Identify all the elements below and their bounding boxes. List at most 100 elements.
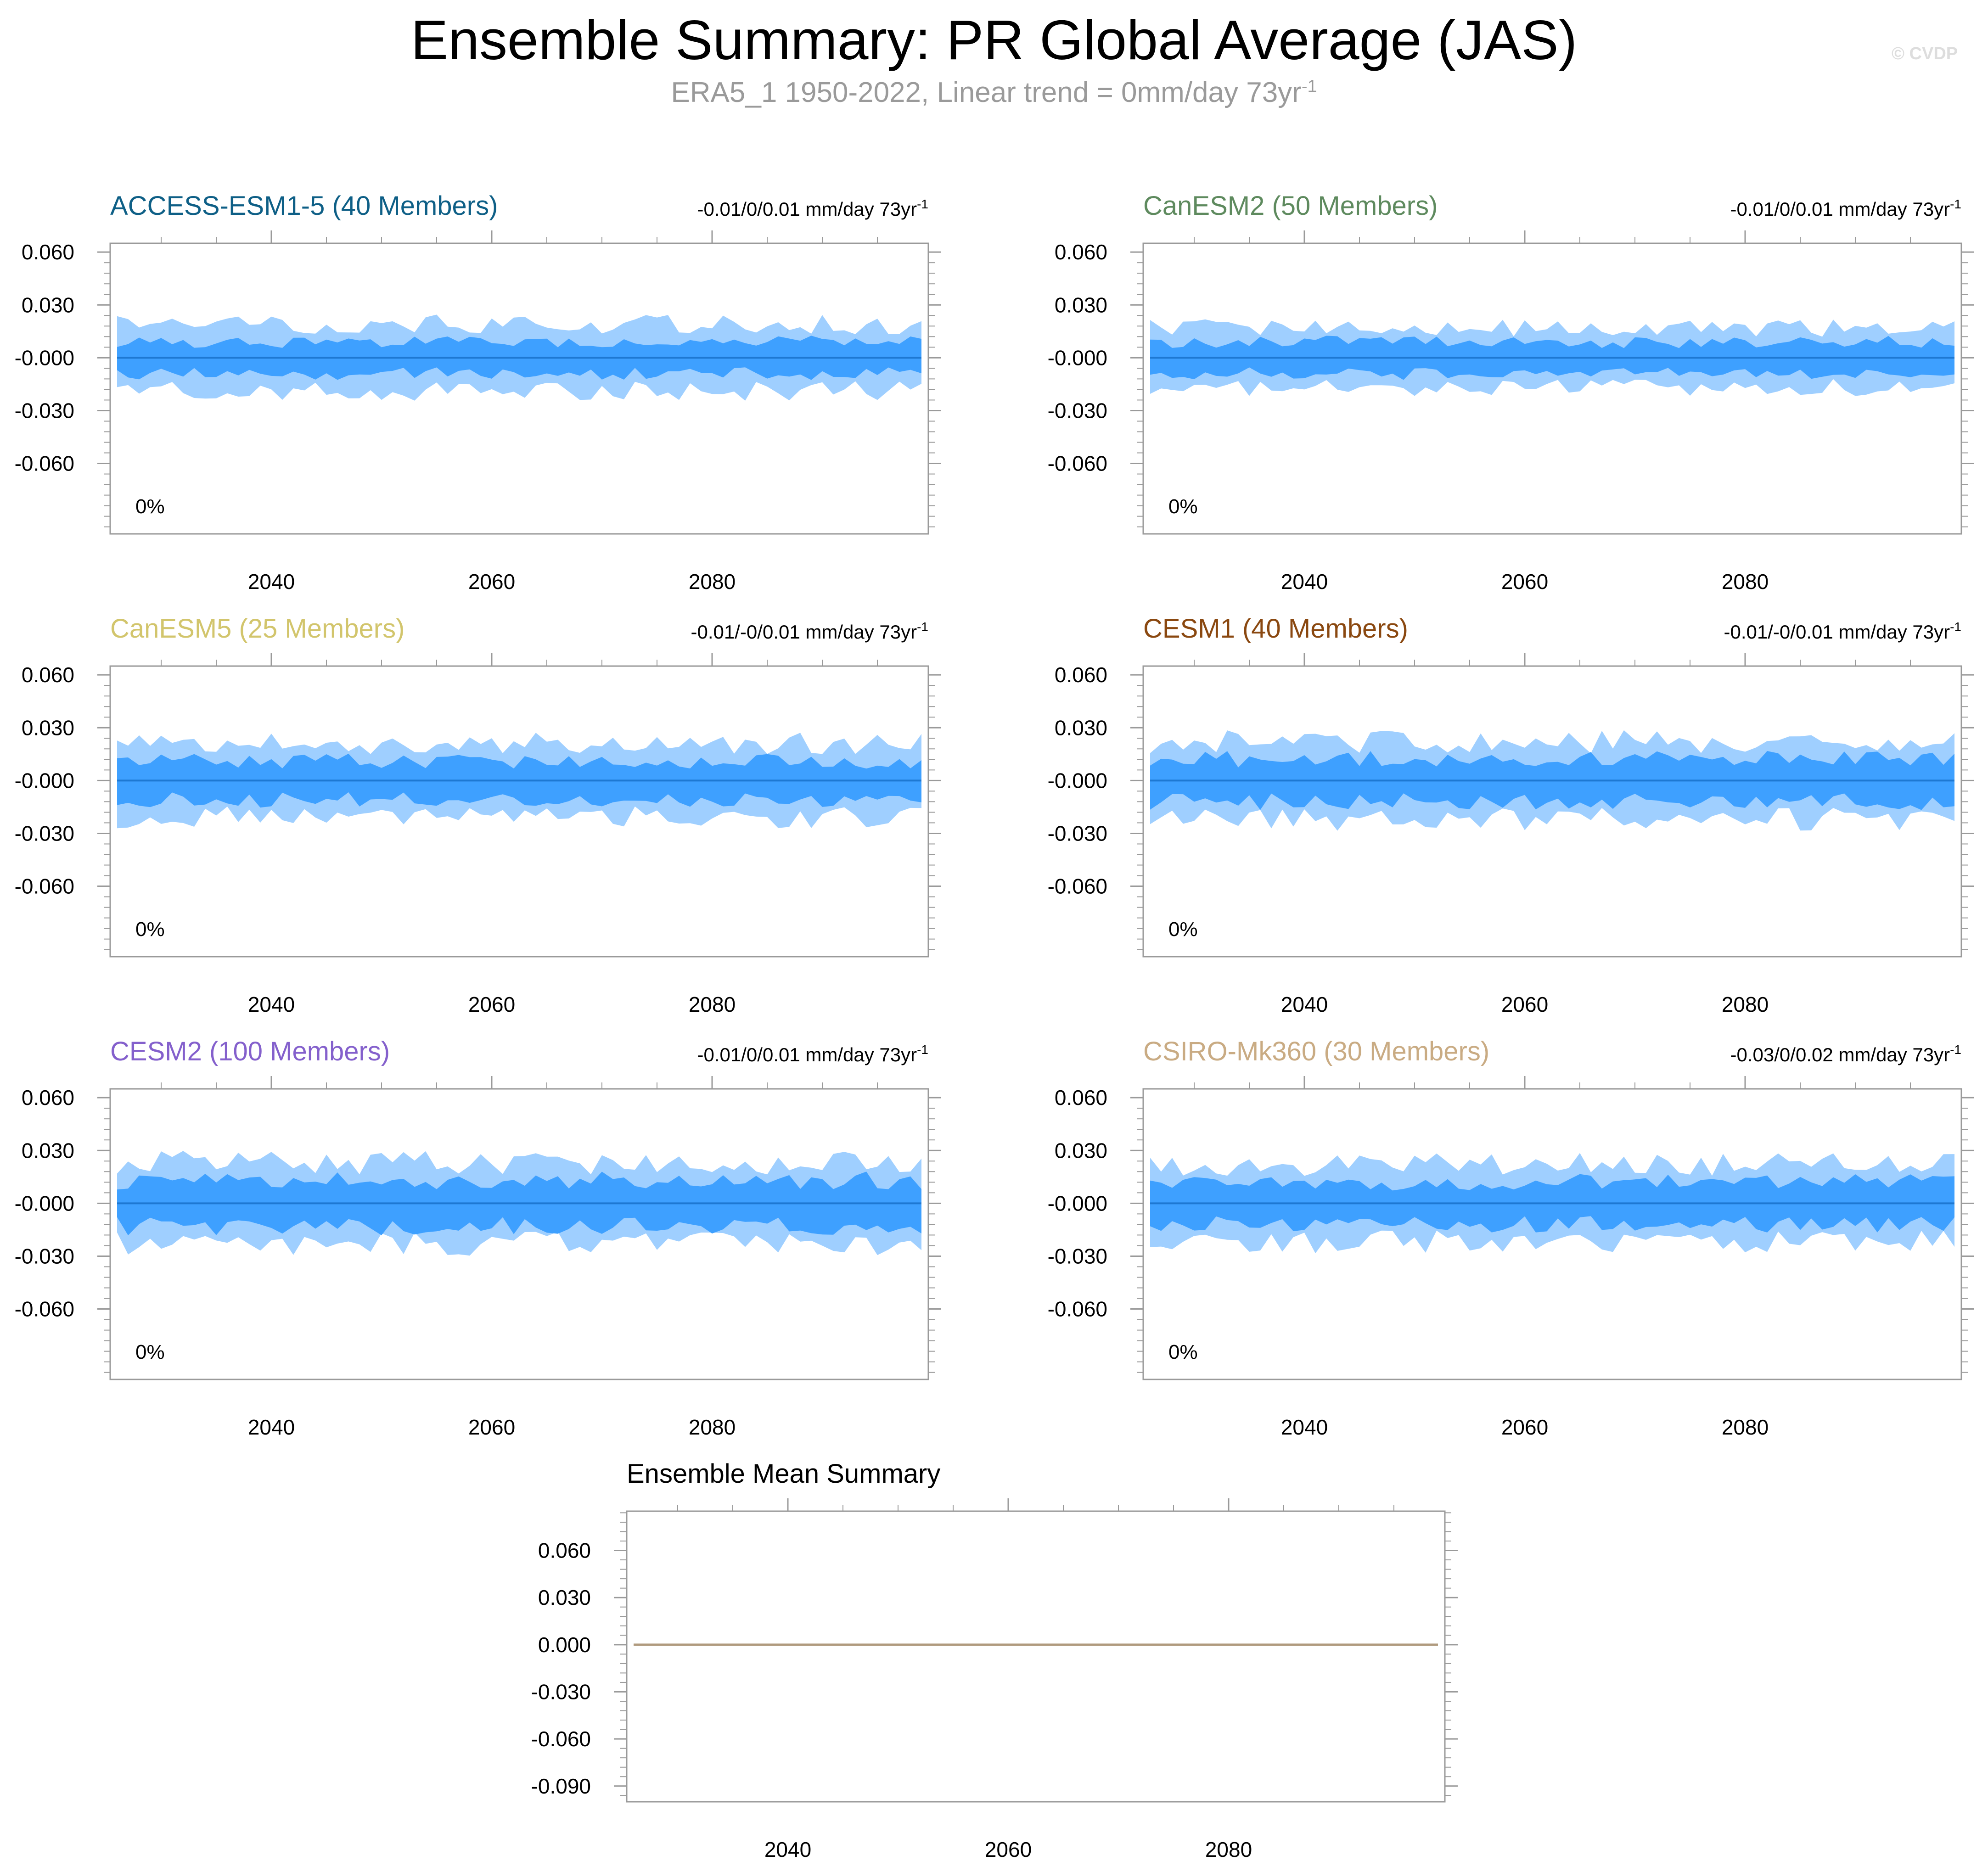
panel-canesm5-ytick-label: 0.030 [22,716,74,740]
panel-canesm5-frame [109,665,929,958]
panel-access-xtick-label: 2060 [468,570,515,594]
panel-canesm2-trend-label: -0.01/0/0.01 mm/day 73yr-1 [1730,197,1961,220]
panel-cesm1-title: CESM1 (40 Members) [1143,614,1408,644]
panel-canesm2-ytick-label: 0.030 [1055,293,1107,317]
copyright-mark: © CVDP [1892,44,1958,63]
panel-cesm2-xtick-label: 2080 [689,1415,736,1439]
panel-canesm2-trend-text: -0.01/0/0.01 mm/day 73yr [1730,198,1950,220]
panel-mean-xtick-label: 2040 [764,1838,811,1861]
panel-cesm2-frame [109,1088,929,1380]
panel-csiro-title: CSIRO-Mk360 (30 Members) [1143,1037,1489,1066]
panel-access-ytick-label: 0.060 [22,240,74,264]
panel-csiro-ytick-label: 0.060 [1055,1086,1107,1110]
panel-csiro-xtick-label: 2080 [1722,1415,1769,1439]
panel-canesm5-trend-text: -0.01/-0/0.01 mm/day 73yr [691,621,917,643]
panel-canesm2-trend-sup: -1 [1950,197,1961,211]
panel-csiro-ytick-label: -0.060 [1048,1297,1107,1321]
panel-canesm2-ytick-label: -0.000 [1048,346,1107,370]
panel-canesm2-title: CanESM2 (50 Members) [1143,191,1438,221]
panel-canesm2-xtick-label: 2060 [1501,570,1548,594]
panel-access-title: ACCESS-ESM1-5 (40 Members) [110,191,498,221]
panel-cesm1-trend-label: -0.01/-0/0.01 mm/day 73yr-1 [1724,620,1961,643]
panel-csiro-percent-label: 0% [1168,1341,1198,1363]
panel-csiro-xtick-label: 2040 [1281,1415,1328,1439]
panel-cesm2-percent-label: 0% [135,1341,165,1363]
panel-cesm1-ytick-label: 0.060 [1055,663,1107,687]
panel-cesm2-trend-label: -0.01/0/0.01 mm/day 73yr-1 [697,1042,928,1065]
panel-mean-ytick-label: 0.060 [538,1539,591,1563]
panel-csiro-xtick-label: 2060 [1501,1415,1548,1439]
panel-cesm2-title: CESM2 (100 Members) [110,1037,390,1066]
subtitle-superscript: -1 [1301,77,1317,96]
panel-canesm2-frame [1142,242,1962,535]
panel-canesm5-ytick-label: 0.060 [22,663,74,687]
panel-mean-ytick-label: 0.030 [538,1586,591,1609]
panel-mean-xtick-label: 2080 [1205,1838,1252,1861]
panel-canesm5-trend-label: -0.01/-0/0.01 mm/day 73yr-1 [691,620,928,643]
subtitle-text: ERA5_1 1950-2022, Linear trend = 0mm/day… [671,77,1302,108]
panel-cesm1-trend-sup: -1 [1950,620,1961,634]
panel-cesm2-xtick-label: 2040 [248,1415,295,1439]
panel-cesm1-ytick-label: -0.060 [1048,874,1107,898]
panel-cesm1-frame [1142,665,1962,958]
panel-cesm1-ytick-label: -0.030 [1048,821,1107,845]
panel-cesm2-ytick-label: -0.000 [15,1191,74,1215]
panel-canesm5-trend-sup: -1 [917,620,928,634]
panel-canesm5-ytick-label: -0.030 [15,821,74,845]
page-title: Ensemble Summary: PR Global Average (JAS… [410,9,1578,71]
panel-canesm2-percent-label: 0% [1168,495,1198,518]
panel-csiro-trend-text: -0.03/0/0.02 mm/day 73yr [1730,1044,1950,1065]
panel-csiro-frame [1142,1088,1962,1380]
panel-cesm2-trend-sup: -1 [917,1042,928,1057]
panel-canesm2-xtick-label: 2080 [1722,570,1769,594]
panel-csiro-ytick-label: -0.000 [1048,1191,1107,1215]
panel-canesm2-ytick-label: 0.060 [1055,240,1107,264]
panel-access-xtick-label: 2040 [248,570,295,594]
panel-access-frame [109,242,929,535]
panel-canesm5-xtick-label: 2060 [468,992,515,1016]
panel-csiro-ytick-label: -0.030 [1048,1244,1107,1268]
panel-access-ytick-label: -0.000 [15,346,74,370]
panel-cesm1-xtick-label: 2060 [1501,992,1548,1016]
panel-canesm5-ytick-label: -0.000 [15,768,74,792]
panel-access-ytick-label: -0.030 [15,398,74,422]
panel-csiro-ytick-label: 0.030 [1055,1138,1107,1162]
panel-mean-ytick-label: -0.060 [531,1727,591,1751]
panel-canesm5-ytick-label: -0.060 [15,874,74,898]
panel-cesm2-ytick-label: -0.060 [15,1297,74,1321]
page-subtitle: ERA5_1 1950-2022, Linear trend = 0mm/day… [0,76,1988,110]
panel-cesm1-ytick-label: -0.000 [1048,768,1107,792]
panel-cesm1-ytick-label: 0.030 [1055,716,1107,740]
panel-access-trend-sup: -1 [917,197,928,211]
panel-canesm5-title: CanESM5 (25 Members) [110,614,404,644]
panel-access-ytick-label: 0.030 [22,293,74,317]
panel-mean-ytick-label: 0.000 [538,1633,591,1657]
panel-mean-xtick-label: 2060 [985,1838,1032,1861]
panel-access-ytick-label: -0.060 [15,452,74,476]
panel-csiro-trend-label: -0.03/0/0.02 mm/day 73yr-1 [1730,1042,1961,1065]
panel-cesm2-ytick-label: 0.030 [22,1138,74,1162]
panel-canesm5-xtick-label: 2040 [248,992,295,1016]
panel-cesm1-xtick-label: 2080 [1722,992,1769,1016]
panel-mean-title: Ensemble Mean Summary [627,1459,940,1489]
panel-access-trend-text: -0.01/0/0.01 mm/day 73yr [697,198,917,220]
panel-cesm1-percent-label: 0% [1168,918,1198,941]
panel-access-percent-label: 0% [135,495,165,518]
panel-mean-ytick-label: -0.030 [531,1680,591,1704]
panel-access-xtick-label: 2080 [689,570,736,594]
panel-canesm2-ytick-label: -0.060 [1048,452,1107,476]
panel-canesm5-percent-label: 0% [135,918,165,941]
panel-access-trend-label: -0.01/0/0.01 mm/day 73yr-1 [697,197,928,220]
panel-csiro-trend-sup: -1 [1950,1042,1961,1057]
panel-canesm5-xtick-label: 2080 [689,992,736,1016]
panel-mean-ytick-label: -0.090 [531,1774,591,1798]
panel-cesm1-trend-text: -0.01/-0/0.01 mm/day 73yr [1724,621,1950,643]
panel-cesm2-trend-text: -0.01/0/0.01 mm/day 73yr [697,1044,917,1065]
panel-cesm1-xtick-label: 2040 [1281,992,1328,1016]
panel-mean-frame [626,1510,1446,1803]
panel-cesm2-ytick-label: -0.030 [15,1244,74,1268]
panel-canesm2-ytick-label: -0.030 [1048,398,1107,422]
panel-cesm2-xtick-label: 2060 [468,1415,515,1439]
panel-canesm2-xtick-label: 2040 [1281,570,1328,594]
